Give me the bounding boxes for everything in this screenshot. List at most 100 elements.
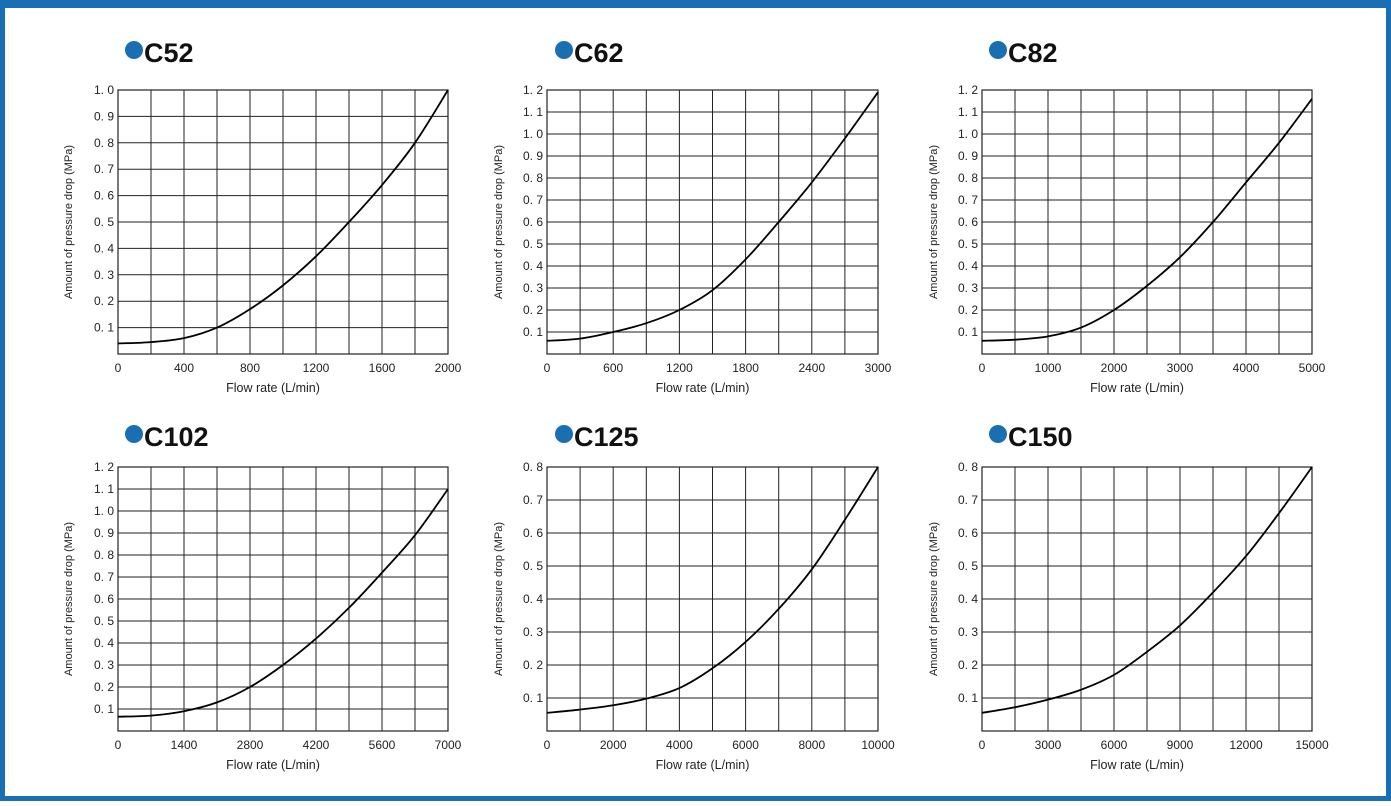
y-tick-label: 0. 2 bbox=[94, 294, 114, 308]
plot-frame bbox=[117, 466, 449, 732]
chart-c62: C62 0. 1 0. 2 0. 3 0. 4 0. 5 0. 6 0. 7 0. 8 0. 9 1… bbox=[493, 38, 892, 395]
y-tick-label: 0. 5 bbox=[523, 559, 543, 573]
series-line bbox=[981, 98, 1313, 342]
chart-title: C102 bbox=[144, 422, 209, 452]
y-tick-label: 0. 2 bbox=[523, 658, 543, 672]
y-tick-label: 0. 1 bbox=[94, 321, 114, 335]
y-tick-label: 1. 2 bbox=[523, 83, 543, 97]
y-axis-label: Amount of pressure drop (MPa) bbox=[493, 145, 505, 299]
x-tick-label: 7000 bbox=[435, 738, 462, 752]
x-tick-label: 3000 bbox=[1167, 361, 1194, 375]
y-tick-label: 1. 0 bbox=[94, 83, 114, 97]
chart-c150: C150 0. 1 0. 2 0. 3 0. 4 0. 5 0. 6 0. 7 0. 8 0 300… bbox=[928, 422, 1329, 772]
y-tick-label: 1. 2 bbox=[94, 460, 114, 474]
y-tick-label: 1. 0 bbox=[958, 127, 978, 141]
x-axis-label: Flow rate (L/min) bbox=[226, 381, 320, 395]
x-tick-label: 600 bbox=[603, 361, 623, 375]
x-axis-label: Flow rate (L/min) bbox=[656, 758, 750, 772]
x-tick-label: 2000 bbox=[600, 738, 627, 752]
y-tick-label: 0. 6 bbox=[94, 592, 114, 606]
x-tick-label: 4000 bbox=[1233, 361, 1260, 375]
bullet-icon bbox=[555, 41, 573, 59]
y-tick-label: 1. 1 bbox=[958, 105, 978, 119]
y-tick-label: 0. 6 bbox=[523, 526, 543, 540]
y-tick-label: 0. 5 bbox=[958, 559, 978, 573]
x-tick-label: 0 bbox=[979, 738, 986, 752]
y-tick-label: 0. 1 bbox=[94, 702, 114, 716]
y-tick-label: 0. 8 bbox=[958, 171, 978, 185]
x-tick-label: 0 bbox=[979, 361, 986, 375]
x-tick-label: 9000 bbox=[1167, 738, 1194, 752]
y-tick-label: 0. 4 bbox=[958, 592, 978, 606]
y-axis-label: Amount of pressure drop (MPa) bbox=[63, 145, 75, 299]
y-tick-label: 0. 3 bbox=[958, 625, 978, 639]
chart-c82: C82 0. 1 0. 2 0. 3 0. 4 0. 5 0. 6 0. 7 0. 8 0. 9 1… bbox=[928, 38, 1326, 395]
x-tick-label: 1400 bbox=[171, 738, 198, 752]
y-tick-label: 0. 2 bbox=[958, 303, 978, 317]
y-tick-label: 1. 1 bbox=[94, 482, 114, 496]
x-tick-label: 0 bbox=[544, 738, 551, 752]
chart-title: C52 bbox=[144, 38, 194, 68]
y-tick-label: 0. 7 bbox=[958, 193, 978, 207]
x-tick-label: 2400 bbox=[798, 361, 825, 375]
y-tick-label: 0. 3 bbox=[958, 281, 978, 295]
x-tick-label: 6000 bbox=[732, 738, 759, 752]
y-tick-label: 0. 1 bbox=[958, 691, 978, 705]
bullet-icon bbox=[125, 41, 143, 59]
x-tick-label: 6000 bbox=[1101, 738, 1128, 752]
y-tick-label: 0. 6 bbox=[958, 526, 978, 540]
x-tick-label: 8000 bbox=[798, 738, 825, 752]
bullet-icon bbox=[989, 41, 1007, 59]
y-tick-label: 0. 7 bbox=[94, 162, 114, 176]
x-tick-label: 2000 bbox=[435, 361, 462, 375]
series-line bbox=[546, 466, 879, 714]
bullet-icon bbox=[125, 425, 143, 443]
y-tick-label: 0. 4 bbox=[958, 259, 978, 273]
y-tick-label: 0. 9 bbox=[94, 526, 114, 540]
y-tick-label: 0. 3 bbox=[94, 268, 114, 282]
y-tick-label: 0. 8 bbox=[523, 460, 543, 474]
y-tick-label: 0. 1 bbox=[958, 325, 978, 339]
x-axis-label: Flow rate (L/min) bbox=[1090, 758, 1184, 772]
plot-frame bbox=[546, 466, 879, 732]
chart-c102: C102 0. 1 0. 2 0. 3 0. 4 0. 5 0. 6 0. 7 0. 8 0. 9… bbox=[63, 422, 462, 772]
y-tick-label: 0. 2 bbox=[958, 658, 978, 672]
x-axis-label: Flow rate (L/min) bbox=[1090, 381, 1184, 395]
y-tick-label: 0. 3 bbox=[94, 658, 114, 672]
chart-c52: C52 0. 1 0. 2 0. 3 0. 4 0. 5 0. 6 0. 7 0. 8 0. 9 1… bbox=[63, 38, 462, 395]
y-axis-label: Amount of pressure drop (MPa) bbox=[493, 522, 505, 676]
y-tick-label: 0. 2 bbox=[94, 680, 114, 694]
y-tick-label: 1. 1 bbox=[523, 105, 543, 119]
series-line bbox=[117, 488, 449, 718]
x-tick-label: 1200 bbox=[666, 361, 693, 375]
y-tick-label: 0. 5 bbox=[94, 614, 114, 628]
y-tick-label: 0. 6 bbox=[523, 215, 543, 229]
x-tick-label: 800 bbox=[240, 361, 260, 375]
y-tick-label: 0. 8 bbox=[94, 136, 114, 150]
y-tick-label: 0. 1 bbox=[523, 325, 543, 339]
x-tick-label: 5000 bbox=[1299, 361, 1326, 375]
y-tick-label: 0. 9 bbox=[523, 149, 543, 163]
chart-title: C125 bbox=[574, 422, 639, 452]
x-tick-label: 1200 bbox=[303, 361, 330, 375]
y-axis-label: Amount of pressure drop (MPa) bbox=[63, 522, 75, 676]
y-tick-label: 0. 8 bbox=[523, 171, 543, 185]
y-axis-label: Amount of pressure drop (MPa) bbox=[928, 145, 940, 299]
series-line bbox=[117, 89, 449, 345]
x-tick-label: 12000 bbox=[1229, 738, 1263, 752]
series-line bbox=[546, 91, 879, 342]
y-tick-label: 0. 4 bbox=[523, 592, 543, 606]
x-tick-label: 1800 bbox=[732, 361, 759, 375]
y-tick-label: 0. 4 bbox=[94, 241, 114, 255]
y-tick-label: 0. 8 bbox=[94, 548, 114, 562]
bullet-icon bbox=[989, 425, 1007, 443]
y-tick-label: 0. 5 bbox=[523, 237, 543, 251]
x-tick-label: 0 bbox=[544, 361, 551, 375]
x-tick-label: 15000 bbox=[1295, 738, 1329, 752]
y-tick-label: 0. 6 bbox=[958, 215, 978, 229]
plot-frame bbox=[981, 89, 1313, 355]
y-tick-label: 0. 7 bbox=[523, 193, 543, 207]
y-tick-label: 1. 0 bbox=[94, 504, 114, 518]
